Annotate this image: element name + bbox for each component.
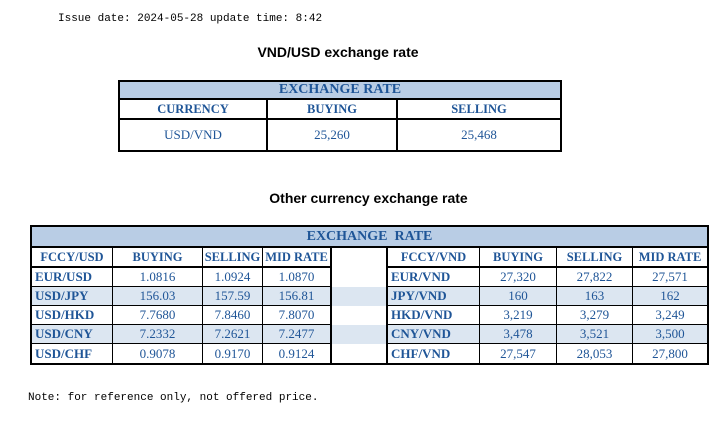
usd-buying-cell: 25,260 — [268, 120, 398, 150]
separator-cell — [332, 306, 388, 325]
pair-cell: JPY/VND — [388, 287, 480, 306]
pair-cell: USD/JPY — [32, 287, 113, 306]
pair-cell: CNY/VND — [388, 325, 480, 344]
midrate-cell: 162 — [633, 287, 707, 306]
selling-cell: 28,053 — [557, 344, 633, 363]
col-header-selling-usd: SELLING — [203, 248, 263, 268]
selling-cell: 3,279 — [557, 306, 633, 325]
usd-table-title: VND/USD exchange rate — [257, 44, 419, 60]
pair-cell: USD/HKD — [32, 306, 113, 325]
col-header-fccy-usd: FCCY/USD — [32, 248, 113, 268]
buying-cell: 7.7680 — [113, 306, 203, 325]
other-table-band-header: EXCHANGE RATE — [32, 227, 707, 248]
buying-cell: 160 — [480, 287, 557, 306]
col-header-fccy-vnd: FCCY/VND — [388, 248, 480, 268]
buying-cell: 0.9078 — [113, 344, 203, 363]
midrate-cell: 27,800 — [652, 345, 688, 361]
note-line: Note: for reference only, not offered pr… — [28, 392, 319, 404]
midrate-cell: 0.9124 — [263, 344, 332, 363]
midrate-cell: 3,500 — [633, 325, 707, 344]
usd-table-band-header: EXCHANGE RATE — [120, 82, 560, 100]
usd-col-header-selling: SELLING — [398, 100, 560, 120]
separator-cell — [332, 325, 388, 344]
other-exchange-table: EXCHANGE RATE FCCY/USD BUYING SELLING MI… — [30, 225, 709, 365]
midrate-cell: 3,249 — [633, 306, 707, 325]
issue-date-line: Issue date: 2024-05-28 update time: 8:42 — [58, 13, 323, 25]
selling-cell: 157.59 — [203, 287, 263, 306]
col-header-midrate-usd: MID RATE — [263, 248, 332, 268]
midrate-cell: 156.81 — [263, 287, 332, 306]
midrate-cell: 27,571 — [633, 268, 707, 287]
other-table-title: Other currency exchange rate — [269, 190, 468, 206]
buying-cell: 7.2332 — [113, 325, 203, 344]
separator-cell — [332, 344, 388, 363]
separator-column-header — [332, 248, 388, 268]
selling-cell: 7.2621 — [203, 325, 263, 344]
usd-pair-cell: USD/VND — [120, 120, 268, 150]
separator-cell — [332, 268, 388, 287]
buying-cell: 3,219 — [480, 306, 557, 325]
buying-cell: 27,320 — [480, 268, 557, 287]
selling-cell: 3,521 — [557, 325, 633, 344]
usd-col-header-currency: CURRENCY — [120, 100, 268, 120]
pair-cell: USD/CNY — [32, 325, 113, 344]
selling-cell: 163 — [557, 287, 633, 306]
col-header-buying-vnd: BUYING — [480, 248, 557, 268]
col-header-selling-vnd: SELLING — [557, 248, 633, 268]
midrate-cell: 7.8070 — [263, 306, 332, 325]
selling-cell: 0.9170 — [203, 344, 263, 363]
pair-cell: HKD/VND — [388, 306, 480, 325]
usd-col-header-buying: BUYING — [268, 100, 398, 120]
col-header-midrate-vnd: MID RATE — [633, 248, 707, 268]
pair-cell: USD/CHF — [32, 344, 113, 363]
pair-cell: EUR/USD — [32, 268, 113, 287]
usd-selling-cell: 25,468 — [461, 127, 497, 142]
pair-cell: EUR/VND — [388, 268, 480, 287]
buying-cell: 3,478 — [480, 325, 557, 344]
selling-cell: 1.0924 — [203, 268, 263, 287]
buying-cell: 1.0816 — [113, 268, 203, 287]
midrate-cell: 1.0870 — [263, 268, 332, 287]
buying-cell: 27,547 — [480, 344, 557, 363]
midrate-cell: 7.2477 — [263, 325, 332, 344]
buying-cell: 156.03 — [113, 287, 203, 306]
selling-cell: 7.8460 — [203, 306, 263, 325]
usd-exchange-table: EXCHANGE RATE CURRENCY BUYING SELLING US… — [118, 80, 562, 152]
pair-cell: CHF/VND — [388, 344, 480, 363]
col-header-buying-usd: BUYING — [113, 248, 203, 268]
separator-cell — [332, 287, 388, 306]
selling-cell: 27,822 — [557, 268, 633, 287]
